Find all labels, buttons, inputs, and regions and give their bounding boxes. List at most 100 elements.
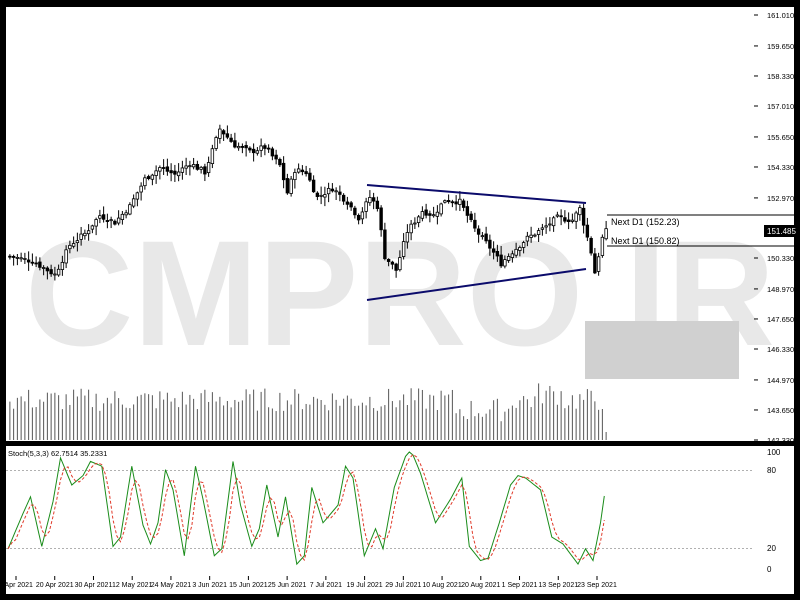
candle-body <box>251 148 256 154</box>
candle-body <box>83 232 87 237</box>
candle-body <box>488 239 492 249</box>
candle-body <box>229 137 233 142</box>
candle-body <box>416 216 421 223</box>
candle-body <box>450 201 455 204</box>
current-price-label: 151.485 <box>767 227 796 236</box>
lower-trendline <box>366 268 587 301</box>
candle-body <box>593 253 597 274</box>
candles-group <box>8 124 608 281</box>
candle-body <box>341 194 346 202</box>
candle-body <box>578 207 582 216</box>
candle-body <box>11 256 16 258</box>
candle-body <box>428 213 432 216</box>
date-tick-label: 7 Jul 2021 <box>310 582 342 589</box>
candle-body <box>510 253 515 258</box>
stoch-tick-0: 0 <box>767 565 772 574</box>
price-zone <box>585 321 739 379</box>
candle-body <box>551 217 556 227</box>
candle-body <box>180 167 185 173</box>
candle-body <box>191 164 196 168</box>
candle-body <box>214 137 218 149</box>
candle-body <box>431 214 436 217</box>
date-tick-label: 23 Sep 2021 <box>577 582 617 589</box>
candle-body <box>296 168 301 173</box>
candle-body <box>38 261 42 268</box>
candle-body <box>255 150 260 154</box>
candle-body <box>64 249 68 264</box>
candle-body <box>308 172 312 181</box>
candle-body <box>128 204 132 215</box>
stoch-main-line <box>7 451 605 566</box>
candle-body <box>323 194 327 198</box>
candle-body <box>345 201 350 205</box>
candle-body <box>473 219 477 229</box>
candle-body <box>334 190 338 193</box>
candle-body <box>176 171 181 177</box>
candle-body <box>304 171 308 175</box>
candle-body <box>589 238 593 254</box>
candle-body <box>383 229 387 260</box>
candle-body <box>150 174 155 180</box>
candle-body <box>356 214 361 221</box>
candle-body <box>274 154 278 160</box>
candle-body <box>398 257 402 271</box>
candle-body <box>79 233 83 240</box>
candle-body <box>458 198 462 205</box>
candle-body <box>263 145 267 149</box>
candle-body <box>225 133 230 138</box>
candle-body <box>68 244 72 250</box>
candle-body <box>146 176 151 180</box>
candle-body <box>71 243 76 247</box>
candle-body <box>56 268 61 276</box>
stoch-tick-20: 20 <box>767 544 776 553</box>
candle-body <box>45 267 50 272</box>
date-tick-label: 1 Sep 2021 <box>502 582 538 589</box>
candle-body <box>15 257 20 259</box>
price-axis: 161.010 159.650 158.330 157.010 155.650 154.3… <box>754 11 794 445</box>
candle-body <box>375 200 380 209</box>
candle-body <box>94 219 98 227</box>
candle-body <box>585 224 590 238</box>
candle-body <box>581 207 586 226</box>
candle-body <box>315 192 320 197</box>
price-tick-label: 150.330 <box>767 254 794 263</box>
candle-body <box>139 185 143 193</box>
candle-body <box>101 214 106 220</box>
candle-body <box>563 217 567 222</box>
date-tick-label: 24 May 2021 <box>151 582 192 589</box>
candle-body <box>75 240 80 244</box>
candle-body <box>169 170 173 174</box>
candle-body <box>536 230 541 235</box>
candle-body <box>19 257 23 260</box>
candle-body <box>480 235 485 238</box>
date-tick-label: 19 Jul 2021 <box>346 582 382 589</box>
date-axis: 8 Apr 2021 20 Apr 2021 30 Apr 2021 12 May 2… <box>0 576 617 589</box>
candle-body <box>154 170 158 176</box>
date-tick-label: 3 Jun 2021 <box>192 582 227 589</box>
date-tick-label: 25 Jun 2021 <box>268 582 307 589</box>
candle-body <box>525 235 530 242</box>
candle-body <box>529 234 533 238</box>
candle-body <box>514 248 518 256</box>
candle-body <box>270 148 275 157</box>
price-tick-label: 155.650 <box>767 133 794 142</box>
candle-body <box>338 191 342 195</box>
candle-body <box>495 251 500 257</box>
candle-body <box>454 201 458 205</box>
candle-body <box>41 267 46 269</box>
date-tick-label: 20 Apr 2021 <box>36 582 74 589</box>
candle-body <box>461 200 466 208</box>
candle-body <box>34 262 38 265</box>
candle-body <box>420 211 425 219</box>
stoch-signal-line <box>7 453 605 562</box>
candle-body <box>23 258 27 260</box>
candle-body <box>446 200 451 203</box>
candle-body <box>566 219 571 222</box>
candle-body <box>266 147 271 150</box>
date-tick-label: 8 Apr 2021 <box>0 582 33 589</box>
candle-body <box>53 273 57 276</box>
candle-body <box>90 225 95 230</box>
candle-body <box>203 166 207 175</box>
candle-body <box>390 261 395 265</box>
candle-body <box>405 232 410 243</box>
